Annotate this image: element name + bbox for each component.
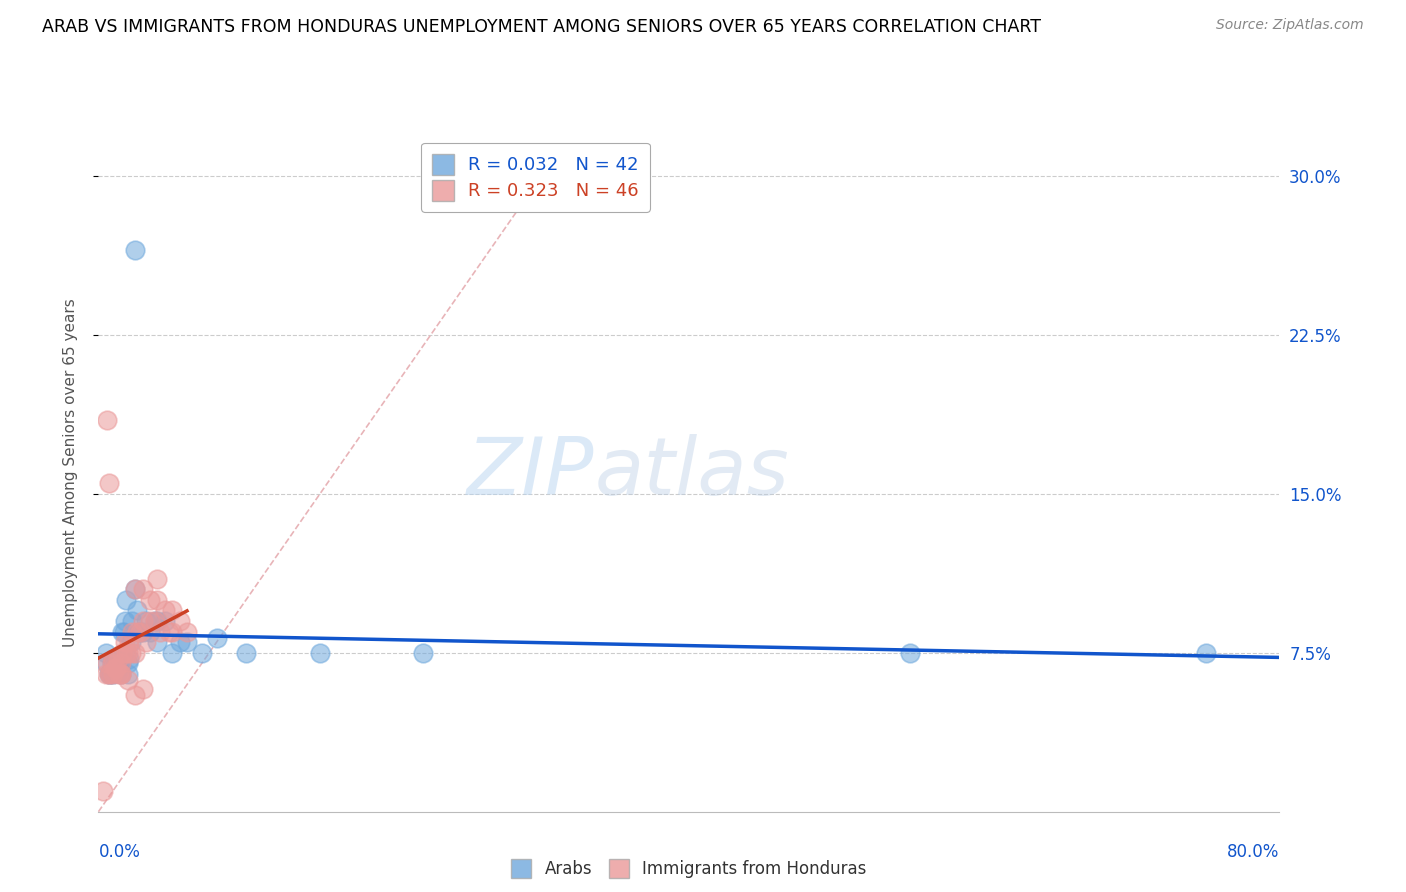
Point xyxy=(96,413,118,427)
Point xyxy=(135,635,157,649)
Point xyxy=(235,646,257,660)
Point xyxy=(205,631,228,645)
Point xyxy=(120,635,142,649)
Point xyxy=(117,667,139,681)
Point xyxy=(105,652,128,666)
Point xyxy=(135,614,157,628)
Point xyxy=(125,603,148,617)
Point xyxy=(112,624,135,639)
Point xyxy=(125,624,148,639)
Text: ZIP: ZIP xyxy=(467,434,595,512)
Point xyxy=(162,603,183,617)
Text: ARAB VS IMMIGRANTS FROM HONDURAS UNEMPLOYMENT AMONG SENIORS OVER 65 YEARS CORREL: ARAB VS IMMIGRANTS FROM HONDURAS UNEMPLO… xyxy=(42,18,1042,36)
Point xyxy=(128,624,150,639)
Point xyxy=(117,657,139,671)
Point xyxy=(103,652,125,666)
Point xyxy=(132,624,155,639)
Point xyxy=(146,572,169,586)
Point xyxy=(146,635,169,649)
Point xyxy=(157,624,180,639)
Point xyxy=(111,624,134,639)
Point xyxy=(97,667,120,681)
Text: atlas: atlas xyxy=(595,434,789,512)
Point xyxy=(108,660,131,674)
Point xyxy=(105,660,128,674)
Point xyxy=(110,667,132,681)
Point xyxy=(118,635,141,649)
Point xyxy=(124,582,146,597)
Point xyxy=(169,614,191,628)
Point xyxy=(153,614,176,628)
Y-axis label: Unemployment Among Seniors over 65 years: Unemployment Among Seniors over 65 years xyxy=(63,299,77,647)
Point xyxy=(124,582,146,597)
Point xyxy=(149,624,172,639)
Point xyxy=(96,657,118,671)
Legend: Arabs, Immigrants from Honduras: Arabs, Immigrants from Honduras xyxy=(505,852,873,885)
Point xyxy=(132,614,155,628)
Point xyxy=(110,667,132,681)
Point xyxy=(124,688,146,702)
Point xyxy=(118,652,141,666)
Point xyxy=(162,624,183,639)
Point xyxy=(1195,646,1218,660)
Point xyxy=(121,614,143,628)
Point xyxy=(110,667,132,681)
Text: Source: ZipAtlas.com: Source: ZipAtlas.com xyxy=(1216,18,1364,32)
Point xyxy=(143,614,166,628)
Point xyxy=(110,657,132,671)
Point xyxy=(111,646,134,660)
Point xyxy=(176,624,198,639)
Point xyxy=(120,646,142,660)
Point xyxy=(128,624,150,639)
Point xyxy=(114,635,136,649)
Point xyxy=(103,667,125,681)
Point xyxy=(139,614,162,628)
Point xyxy=(94,657,117,671)
Point xyxy=(162,646,183,660)
Point xyxy=(104,660,127,674)
Point xyxy=(108,667,131,681)
Text: 80.0%: 80.0% xyxy=(1227,843,1279,861)
Point xyxy=(107,660,129,674)
Point xyxy=(191,646,214,660)
Point xyxy=(124,244,146,258)
Point xyxy=(139,592,162,607)
Point xyxy=(117,646,139,660)
Point xyxy=(103,652,125,666)
Point xyxy=(132,582,155,597)
Point xyxy=(309,646,332,660)
Point xyxy=(121,624,143,639)
Point xyxy=(107,652,129,666)
Point xyxy=(412,646,434,660)
Point xyxy=(97,667,120,681)
Point xyxy=(132,681,155,696)
Point xyxy=(103,667,125,681)
Point xyxy=(100,657,122,671)
Point xyxy=(110,657,132,671)
Point xyxy=(98,667,121,681)
Point xyxy=(98,667,121,681)
Point xyxy=(94,667,117,681)
Point xyxy=(115,646,138,660)
Point xyxy=(97,476,120,491)
Point xyxy=(114,614,136,628)
Point xyxy=(100,657,122,671)
Point xyxy=(115,592,138,607)
Point xyxy=(94,646,117,660)
Point xyxy=(91,783,114,797)
Text: 0.0%: 0.0% xyxy=(98,843,141,861)
Point xyxy=(900,646,922,660)
Point xyxy=(124,646,146,660)
Point xyxy=(143,614,166,628)
Point xyxy=(146,592,169,607)
Point xyxy=(153,603,176,617)
Point xyxy=(146,614,169,628)
Point xyxy=(176,635,198,649)
Point xyxy=(117,673,139,688)
Point xyxy=(169,635,191,649)
Point xyxy=(139,624,162,639)
